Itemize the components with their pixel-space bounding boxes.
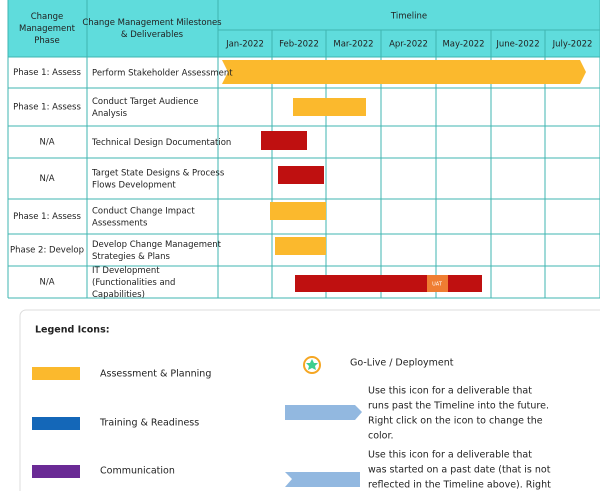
phase-cell: N/A: [39, 138, 54, 148]
bar: [295, 275, 482, 292]
bar: [278, 166, 324, 184]
note-line: runs past the Timeline into the future.: [368, 401, 549, 412]
note-line: reflected in the Timeline above). Right: [368, 480, 551, 491]
legend-item: Assessment & Planning: [100, 369, 211, 380]
header-bg: [8, 0, 600, 57]
note-line: was started on a past date (that is not: [368, 465, 551, 476]
note-line: Use this icon for a deliverable that: [368, 386, 532, 397]
legend-item: Communication: [100, 466, 175, 477]
cell-text: Conduct Target Audience Analysis: [92, 97, 199, 119]
legend-item: Training & Readiness: [99, 418, 199, 429]
cell-text: IT Development (Functionalities and Capabi…: [92, 266, 175, 300]
cell-text: Conduct Change Impact Assessments: [92, 206, 195, 228]
golive-star: [306, 359, 318, 370]
cell-text: Develop Change Management Strategies & Pl…: [92, 240, 222, 262]
cell-text: Change Management Phase: [19, 12, 76, 46]
month-label: Apr-2022: [389, 40, 428, 50]
phase-cell: Phase 1: Assess: [13, 212, 81, 222]
bar: [222, 60, 586, 84]
phase-cell: Phase 1: Assess: [13, 103, 81, 113]
golive-label: Go-Live / Deployment: [350, 358, 454, 369]
cell-text: Technical Design Documentation: [91, 138, 231, 148]
phase-cell: N/A: [39, 278, 54, 288]
month-label: Jan-2022: [225, 40, 264, 50]
cell-text: Perform Stakeholder Assessment: [92, 68, 233, 78]
phase-cell: N/A: [39, 174, 54, 184]
legend-swatch: [32, 465, 80, 478]
bar: [293, 98, 366, 116]
legend-title: Legend Icons:: [35, 325, 110, 336]
bar: [270, 202, 326, 220]
note-line: Use this icon for a deliverable that: [368, 450, 532, 461]
legend-swatch: [32, 417, 80, 430]
past-arrow: [285, 472, 360, 487]
month-label: May-2022: [442, 40, 484, 50]
month-label: June-2022: [495, 40, 539, 50]
bar: [275, 237, 326, 255]
month-label: July-2022: [552, 40, 593, 50]
month-label: Mar-2022: [333, 40, 373, 50]
cell-text: Change Management Milestones & Deliverabl…: [82, 18, 222, 40]
note-line: Right click on the icon to change the: [368, 416, 543, 427]
legend-box: [19, 309, 600, 495]
header-timeline: Timeline: [390, 12, 427, 22]
grid: [7, 0, 600, 299]
future-arrow: [285, 405, 362, 420]
note-line: color.: [368, 431, 394, 442]
bar: [261, 131, 307, 150]
uat-bar: [427, 275, 448, 292]
legend-swatch: [32, 367, 80, 380]
cell-text: Target State Designs & Process Flows Deve…: [91, 168, 225, 190]
month-label: Feb-2022: [279, 40, 319, 50]
phase-cell: Phase 2: Develop: [10, 246, 84, 256]
phase-cell: Phase 1: Assess: [13, 68, 81, 78]
uat-label: UAT: [432, 282, 443, 288]
